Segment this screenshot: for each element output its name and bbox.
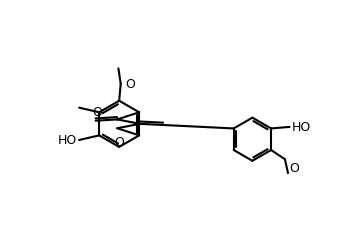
Text: HO: HO [58, 133, 77, 146]
Text: O: O [125, 78, 135, 91]
Text: O: O [92, 105, 102, 118]
Text: HO: HO [292, 120, 311, 133]
Text: O: O [289, 161, 299, 174]
Text: O: O [114, 136, 124, 148]
